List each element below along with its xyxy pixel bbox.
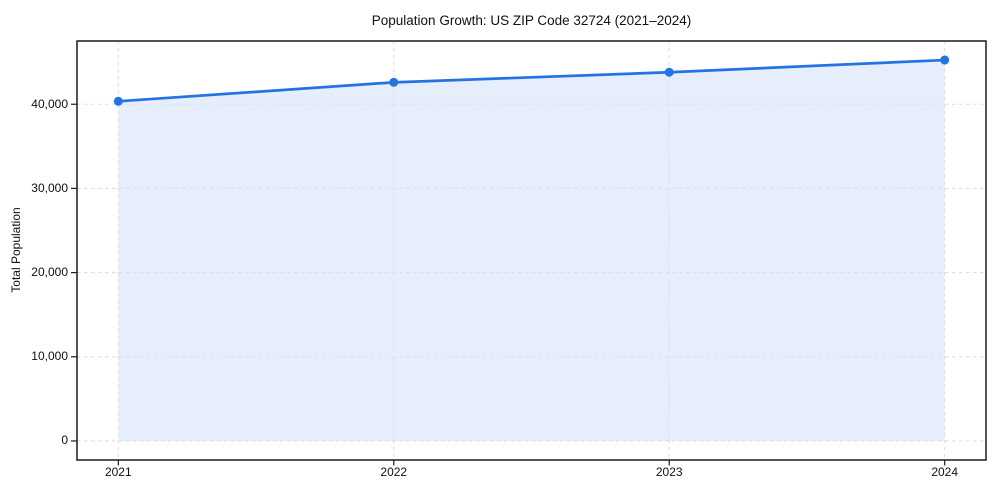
y-tick-label: 10,000 <box>31 349 68 364</box>
data-line <box>116 58 947 103</box>
x-tick-label: 2021 <box>104 465 132 479</box>
plot-border <box>76 40 987 461</box>
area-fill <box>118 60 945 441</box>
y-tick-label: 30,000 <box>31 180 68 195</box>
y-tick-label: 20,000 <box>31 265 68 280</box>
x-tick-label: 2022 <box>380 465 408 479</box>
y-tick-label: 40,000 <box>31 96 68 111</box>
y-axis-label: Total Population <box>9 207 23 293</box>
chart-title: Population Growth: US ZIP Code 32724 (20… <box>371 13 692 28</box>
x-tick-label: 2023 <box>655 465 683 479</box>
x-tick-label: 2024 <box>931 465 959 479</box>
data-point-marker <box>940 55 950 65</box>
y-tick-label: 0 <box>61 433 68 448</box>
data-point-marker <box>664 67 674 77</box>
data-point-marker <box>389 77 399 87</box>
data-point-marker <box>113 96 123 106</box>
